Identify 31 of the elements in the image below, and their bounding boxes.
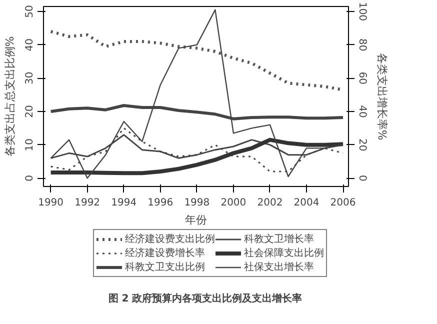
y2-tick-label: 100 [356, 2, 368, 22]
legend-label: 经济建设费支出比例 [125, 232, 215, 246]
legend-label: 科教文卫支出比例 [125, 260, 205, 274]
y2-tick-label: 60 [356, 72, 368, 85]
y-tick-label: 0 [24, 174, 36, 182]
y-tick-label: 50 [24, 5, 36, 18]
x-tick-label: 1994 [111, 198, 137, 208]
y-tick-label: 30 [24, 72, 36, 85]
x-tick-label: 1992 [74, 198, 100, 208]
y2-tick-label: 0 [356, 174, 368, 182]
x-tick-label: 2002 [257, 198, 283, 208]
legend-label: 社会保障支出比例 [244, 246, 324, 260]
legend-label: 科教文卫增长率 [244, 232, 314, 246]
text: 图 2 政府预算内各项支出比例及支出增长率 [108, 292, 302, 304]
x-tick-label: 2004 [294, 198, 320, 208]
x-axis-title: 年份 [185, 214, 207, 226]
y-axis-title: 各类支出占总支出比例% [4, 36, 16, 157]
x-tick-label: 1998 [184, 198, 210, 208]
y2-tick-label: 80 [356, 38, 368, 52]
y-tick-label: 10 [24, 138, 36, 152]
x-tick-label: 2000 [220, 198, 246, 208]
x-tick-label: 2006 [330, 198, 356, 208]
x-tick-label: 1996 [148, 198, 174, 208]
y2-tick-label: 20 [356, 138, 368, 152]
legend-label: 社保支出增长率 [244, 260, 314, 274]
legend-label: 经济建设费增长率 [125, 246, 205, 260]
y2-axis-title: 各类支出增长率% [376, 52, 388, 140]
y-tick-label: 20 [24, 105, 36, 118]
y-tick-label: 40 [24, 38, 36, 52]
y2-tick-label: 40 [356, 105, 368, 118]
x-tick-label: 1990 [38, 198, 64, 208]
